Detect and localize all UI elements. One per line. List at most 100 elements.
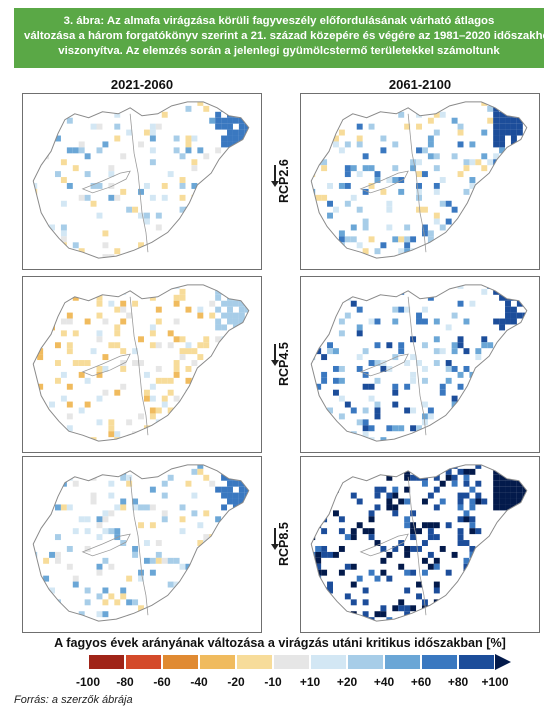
grid-cell: [185, 135, 192, 142]
grid-cell: [332, 348, 339, 355]
grid-cell: [203, 218, 210, 225]
grid-cell: [232, 342, 239, 349]
grid-cell: [529, 254, 535, 260]
grid-cell: [120, 306, 127, 313]
grid-cell: [191, 348, 198, 355]
grid-cell: [37, 504, 44, 511]
grid-cell: [510, 342, 517, 349]
grid-cell: [481, 336, 488, 343]
grid-cell: [398, 599, 405, 606]
grid-cell: [43, 111, 50, 118]
grid-cell: [96, 365, 103, 372]
grid-cell: [451, 474, 458, 481]
grid-cell: [311, 383, 316, 390]
grid-cell: [362, 348, 369, 355]
grid-cell: [108, 431, 115, 438]
grid-cell: [439, 498, 446, 505]
grid-cell: [78, 611, 85, 618]
grid-cell: [102, 254, 109, 259]
legend-swatch: [458, 654, 495, 670]
grid-cell: [493, 123, 500, 130]
grid-cell: [410, 522, 417, 529]
grid-cell: [227, 101, 233, 106]
grid-cell: [227, 129, 233, 136]
grid-cell: [522, 117, 527, 124]
grid-cell: [392, 545, 399, 552]
grid-cell: [37, 117, 44, 124]
grid-cell: [238, 354, 245, 361]
grid-cell: [238, 294, 245, 301]
grid-cell: [529, 295, 535, 301]
grid-cell: [356, 365, 363, 372]
grid-cells: [311, 101, 535, 266]
legend-swatch: [421, 654, 458, 670]
grid-cell: [505, 605, 511, 612]
grid-cell: [251, 425, 257, 431]
grid-cell: [185, 147, 192, 154]
grid-cell: [510, 306, 517, 313]
grid-cell: [374, 248, 381, 255]
grid-cell: [197, 593, 204, 600]
grid-cell: [132, 498, 139, 505]
grid-cell: [522, 348, 527, 355]
grid-cell: [522, 464, 527, 469]
grid-cell: [374, 540, 381, 546]
grid-cell: [321, 254, 328, 259]
grid-cell: [161, 480, 168, 487]
grid-cell: [227, 284, 233, 289]
grid-cell: [510, 188, 517, 195]
grid-cell: [251, 295, 257, 301]
grid-cell: [344, 401, 351, 408]
grid-cells: [311, 464, 535, 622]
grid-cell: [238, 389, 245, 396]
grid-cell: [54, 557, 61, 564]
grid-cell: [138, 242, 144, 249]
grid-cell: [404, 464, 411, 469]
grid-cell: [49, 605, 55, 612]
grid-cell: [510, 492, 517, 499]
grid-cell: [356, 206, 363, 213]
grid-cell: [499, 492, 506, 499]
grid-cell: [356, 284, 363, 289]
grid-cell: [433, 581, 440, 588]
grid-cell: [90, 182, 97, 189]
grid-cell: [161, 510, 168, 517]
grid-cell: [510, 135, 517, 142]
grid-cell: [510, 557, 517, 564]
grid-cell: [481, 569, 488, 576]
grid-cell: [238, 123, 245, 130]
grid-cell: [84, 545, 91, 552]
map-rcp85-2021-2060: [22, 456, 262, 633]
grid-cell: [529, 499, 535, 505]
grid-cell: [221, 522, 228, 529]
row-label-rcp45: RCP4.5: [260, 276, 294, 453]
grid-cell: [72, 528, 79, 535]
grid-cell: [244, 480, 249, 487]
grid-cell: [392, 383, 399, 390]
country-outline: [310, 284, 528, 442]
grid-cell: [463, 165, 470, 172]
grid-cell: [392, 165, 399, 172]
grid-cell: [487, 587, 494, 594]
grid-cell: [374, 492, 381, 499]
grid-cell: [510, 605, 517, 612]
grid-cell: [380, 135, 387, 142]
map-graphic: [32, 101, 250, 259]
grid-cell: [404, 605, 411, 612]
grid-cell: [516, 486, 523, 493]
grid-cell: [167, 248, 174, 255]
grid-cell: [37, 383, 44, 390]
grid-cell: [54, 377, 61, 384]
grid-cell: [321, 551, 328, 558]
grid-cell: [167, 389, 174, 396]
grid-cell: [499, 324, 506, 331]
grid-cell: [338, 365, 345, 372]
grid-cell: [120, 383, 127, 390]
grid-cell: [374, 486, 381, 493]
grid-cell: [161, 401, 168, 408]
grid-cell: [215, 294, 222, 301]
grid-cell: [440, 260, 446, 266]
grid-cell: [315, 437, 322, 442]
grid-cell: [505, 575, 511, 582]
grid-cell: [203, 212, 210, 219]
